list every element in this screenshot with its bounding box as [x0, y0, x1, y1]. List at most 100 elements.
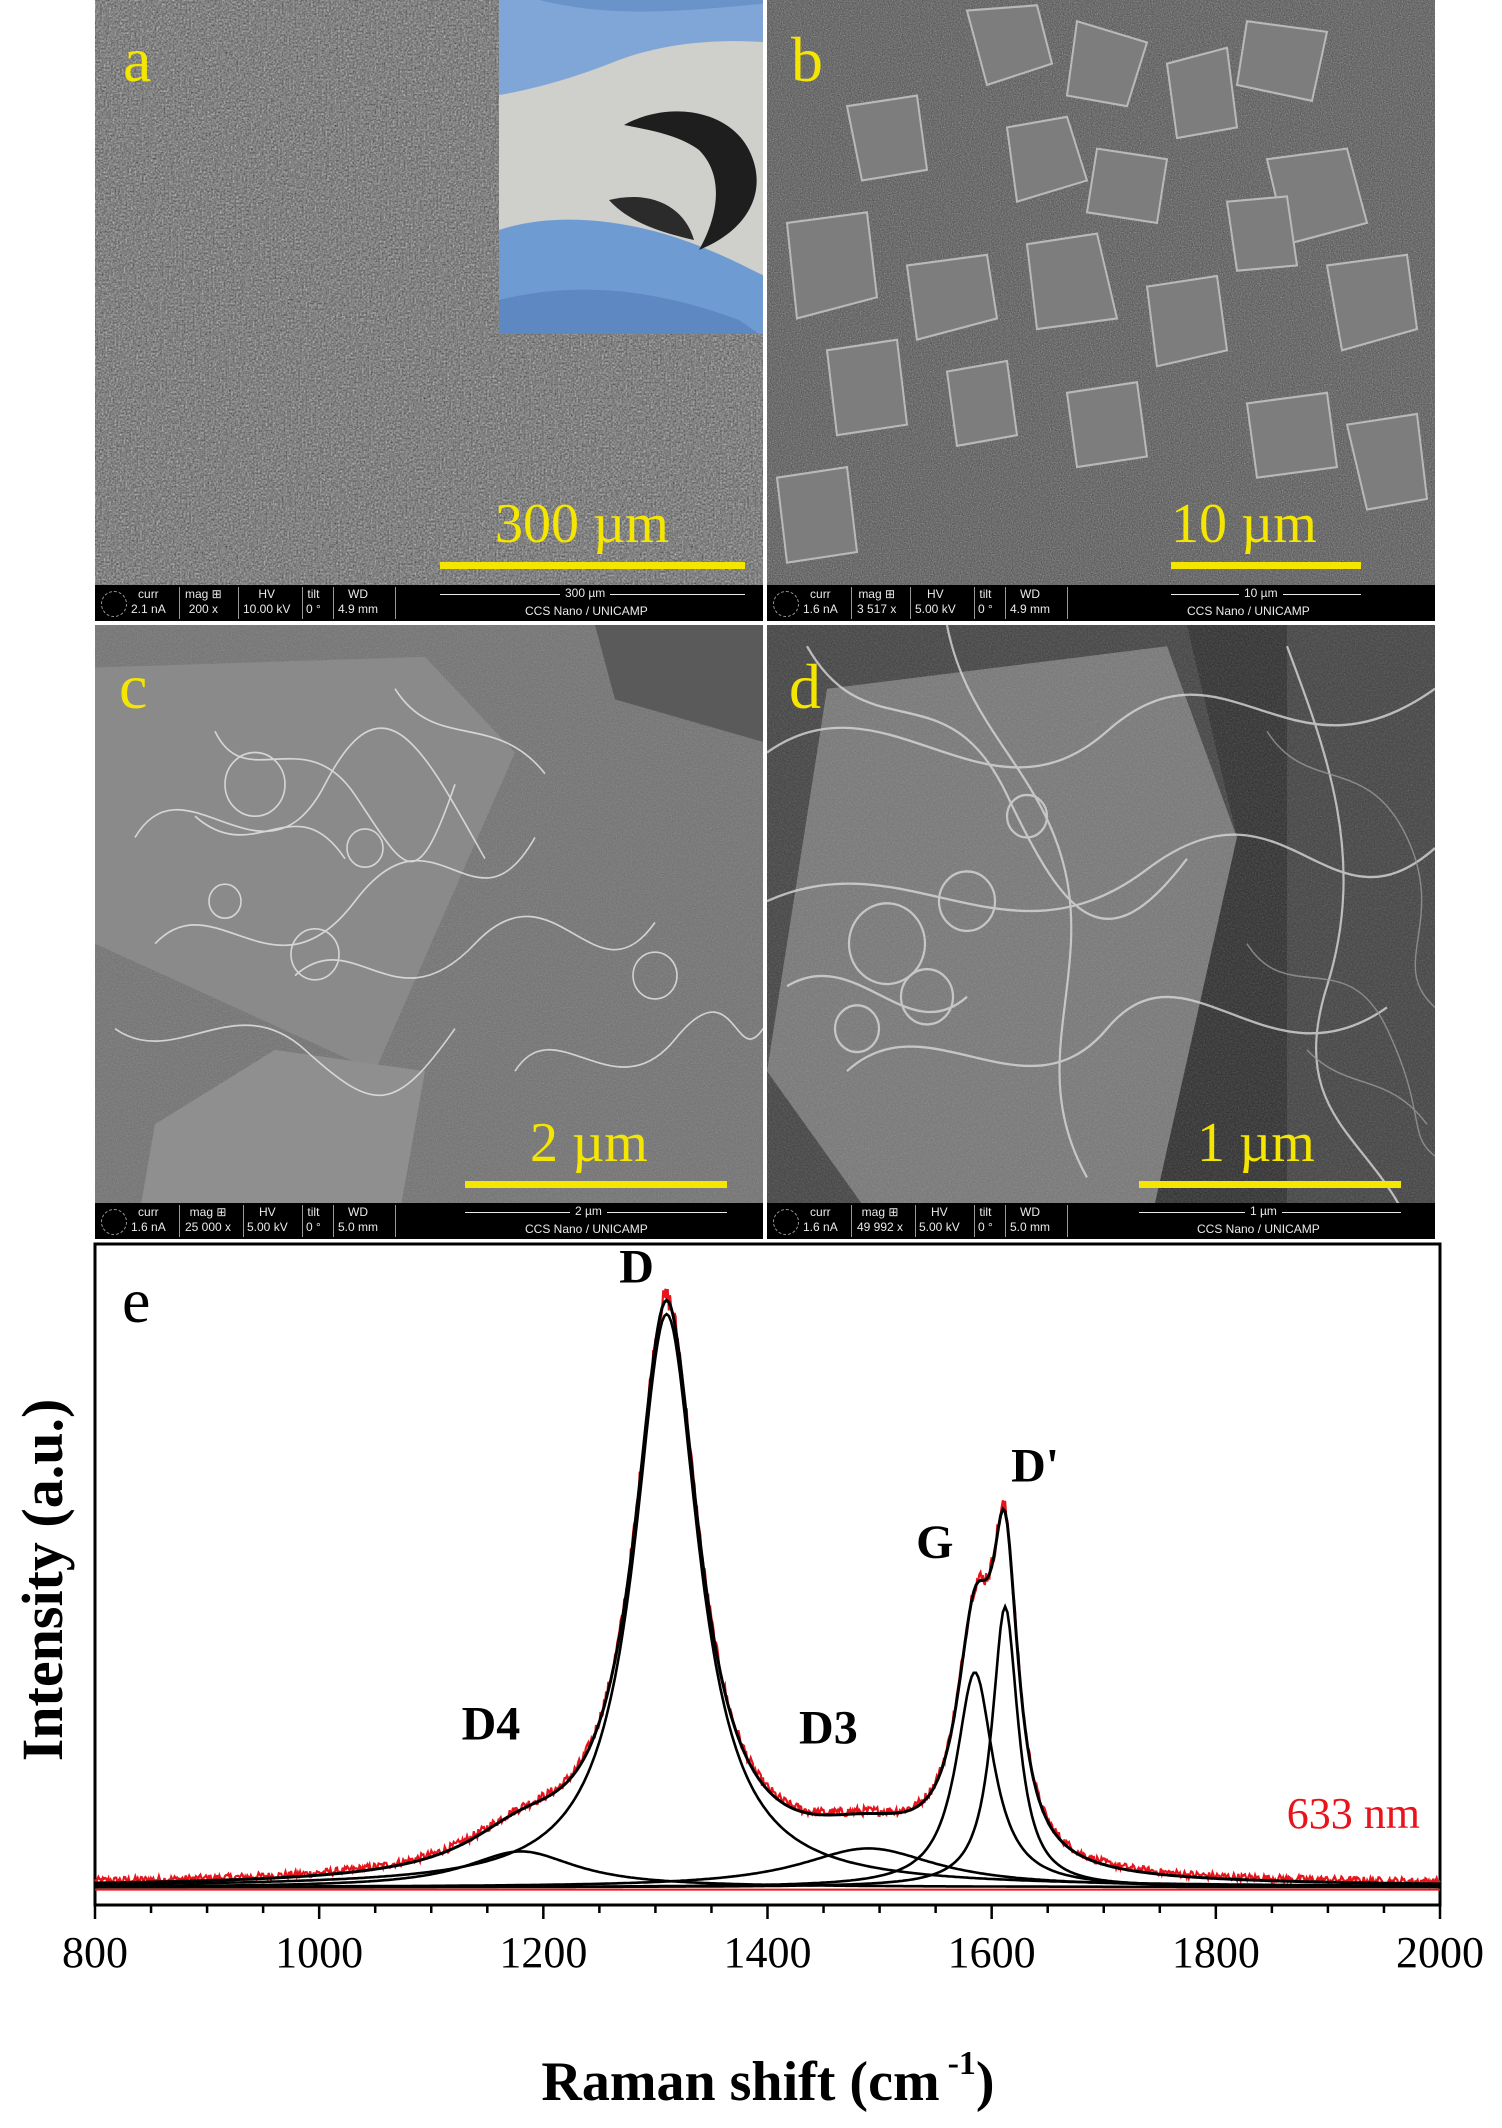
scale-label-a: 300 µm [495, 493, 669, 555]
sem-image-d [767, 625, 1435, 1239]
scale-label-c: 2 µm [530, 1112, 648, 1174]
plot-frame [93, 1242, 1442, 1907]
sem-databar-c: curr 1.6 nA mag ⊞ 25 000 x HV 5.00 kV tilt 0… [95, 1203, 763, 1239]
curr-value: 2.1 nA [131, 602, 166, 616]
x-tick-label: 1600 [948, 1928, 1036, 1977]
wd-value: 5.0 mm [338, 1220, 379, 1234]
fei-logo-icon [773, 1209, 799, 1235]
tilt-label: tilt [307, 1205, 320, 1219]
wd-label: WD [348, 587, 368, 601]
wd-label: WD [1020, 1205, 1040, 1219]
hv-label: HV [931, 1205, 948, 1219]
databar-scale-text: 1 µm [1245, 1204, 1282, 1218]
wd-value: 4.9 mm [1010, 602, 1051, 616]
databar-scale-text: 2 µm [570, 1204, 607, 1218]
mag-label: mag ⊞ [189, 1205, 227, 1219]
x-axis-label: Raman shift (cm -1) [541, 2045, 994, 2113]
fit-peak-dprime [95, 1603, 1440, 1889]
instrument-credit: CCS Nano / UNICAMP [1187, 604, 1310, 618]
x-axis-ticks [93, 1905, 1442, 1919]
raman-spectrum-chart: e 800 1000 1200 1400 1600 1800 2000 D4 D D3 G D' 6… [10, 1240, 1484, 2113]
fit-curves [94, 1312, 1441, 1891]
sem-panel-a: a 300 µm curr 2.1 nA mag ⊞ 200 x HV 10.00 k… [95, 0, 763, 621]
mag-label: mag ⊞ [858, 587, 896, 601]
mag-value: 49 992 x [857, 1220, 904, 1234]
curr-label: curr [138, 587, 159, 601]
fit-envelope-line [95, 1298, 1440, 1886]
wd-value: 5.0 mm [1010, 1220, 1051, 1234]
sem-image-c [95, 625, 763, 1239]
sem-panel-d: d 1 µm curr 1.6 nA mag ⊞ 49 992 x HV 5.00 k… [767, 625, 1435, 1239]
curr-value: 1.6 nA [803, 1220, 838, 1234]
mag-value: 200 x [188, 602, 219, 616]
wd-label: WD [1020, 587, 1040, 601]
hv-value: 5.00 kV [919, 1220, 960, 1234]
hv-value: 5.00 kV [247, 1220, 288, 1234]
mag-label: mag ⊞ [185, 587, 222, 601]
fei-logo-icon [101, 591, 127, 617]
mag-value: 25 000 x [185, 1220, 232, 1234]
panel-letter-d: d [789, 651, 821, 722]
curr-value: 1.6 nA [803, 602, 838, 616]
wd-value: 4.9 mm [338, 602, 379, 616]
x-tick-label: 1400 [724, 1928, 812, 1977]
peak-label-d3: D3 [799, 1701, 858, 1754]
sem-panel-c: c 2 µm curr 1.6 nA mag ⊞ 25 000 x HV 5.00 k… [95, 625, 763, 1239]
curr-label: curr [810, 1205, 831, 1219]
peak-label-g: G [916, 1516, 953, 1569]
panel-letter-c: c [119, 651, 148, 722]
databar-scale-text: 10 µm [1239, 586, 1283, 600]
x-tick-label: 2000 [1396, 1928, 1484, 1977]
tilt-label: tilt [979, 587, 992, 601]
curr-value: 1.6 nA [131, 1220, 166, 1234]
fei-logo-icon [101, 1209, 127, 1235]
curr-label: curr [810, 587, 831, 601]
tilt-value: 0 ° [306, 1220, 321, 1234]
curr-label: curr [138, 1205, 159, 1219]
tilt-value: 0 ° [978, 602, 993, 616]
hv-value: 5.00 kV [915, 602, 956, 616]
x-axis-tick-labels: 800 1000 1200 1400 1600 1800 2000 [62, 1928, 1484, 1977]
databar-scale-text: 300 µm [560, 586, 611, 600]
hv-label: HV [927, 587, 944, 601]
fit-peak-g [95, 1671, 1440, 1889]
measured-spectrum-line [93, 1288, 1441, 1890]
laser-wavelength-annotation: 633 nm [1287, 1789, 1420, 1838]
scale-bar-d [1139, 1181, 1401, 1188]
hv-label: HV [259, 1205, 276, 1219]
peak-labels: D4 D D3 G D' [462, 1240, 1060, 1754]
y-axis-label: Intensity (a.u.) [10, 1399, 75, 1762]
flexible-film-photo-inset [499, 0, 763, 334]
peak-label-d: D [619, 1240, 654, 1293]
sem-panel-b: b 10 µm curr 1.6 nA mag ⊞ 3 517 x HV 5.00 k… [767, 0, 1435, 621]
instrument-credit: CCS Nano / UNICAMP [525, 604, 648, 618]
mag-label: mag ⊞ [861, 1205, 899, 1219]
x-tick-label: 1000 [275, 1928, 363, 1977]
scale-bar-b [1171, 562, 1361, 569]
fit-peak-d [95, 1312, 1441, 1888]
scale-bar-c [465, 1181, 727, 1188]
peak-label-d4: D4 [462, 1698, 521, 1751]
x-tick-label: 1200 [499, 1928, 587, 1977]
scale-label-d: 1 µm [1197, 1112, 1315, 1174]
fei-logo-icon [773, 591, 799, 617]
mag-value: 3 517 x [857, 602, 897, 616]
instrument-credit: CCS Nano / UNICAMP [1197, 1222, 1320, 1236]
sem-databar-a: curr 2.1 nA mag ⊞ 200 x HV 10.00 kV tilt 0 °… [95, 585, 763, 621]
x-tick-label: 800 [62, 1928, 128, 1977]
hv-label: HV [258, 587, 276, 601]
hv-value: 10.00 kV [243, 602, 291, 616]
x-tick-label: 1800 [1172, 1928, 1260, 1977]
scale-bar-a [440, 562, 745, 569]
instrument-credit: CCS Nano / UNICAMP [525, 1222, 648, 1236]
sem-databar-d: curr 1.6 nA mag ⊞ 49 992 x HV 5.00 kV tilt 0… [767, 1203, 1435, 1239]
panel-letter-b: b [791, 24, 823, 95]
sem-databar-b: curr 1.6 nA mag ⊞ 3 517 x HV 5.00 kV tilt 0 … [767, 585, 1435, 621]
wd-label: WD [348, 1205, 368, 1219]
sem-image-b [767, 0, 1435, 621]
tilt-value: 0 ° [306, 602, 321, 616]
panel-letter-a: a [123, 24, 152, 95]
tilt-value: 0 ° [978, 1220, 993, 1234]
scale-label-b: 10 µm [1171, 493, 1317, 555]
tilt-label: tilt [307, 587, 320, 601]
